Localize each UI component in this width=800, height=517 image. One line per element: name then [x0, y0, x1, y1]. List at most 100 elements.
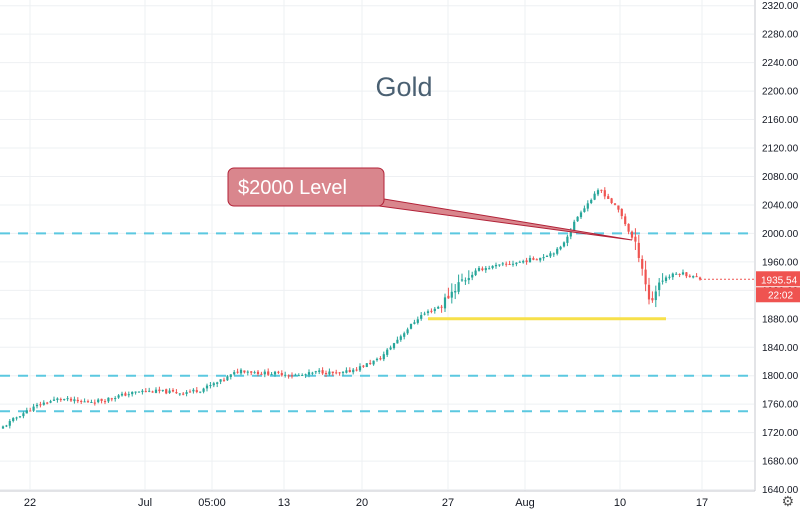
candle-body [481, 268, 484, 271]
candle-body [273, 371, 277, 375]
candle-body [32, 406, 35, 411]
candle-body [484, 268, 487, 271]
x-tick-label: Jul [138, 497, 152, 509]
candle-body [25, 410, 28, 414]
candle-body [314, 371, 317, 373]
candle-body [634, 236, 637, 242]
candle-body [627, 223, 630, 232]
candle-body [379, 358, 382, 360]
candle-body [457, 282, 460, 292]
candle-body [501, 263, 504, 265]
candle-body [301, 374, 304, 376]
candle-body [185, 392, 188, 394]
candle-body [86, 401, 90, 403]
candle-body [219, 379, 222, 382]
x-tick-label: 20 [356, 497, 368, 509]
candle-body [477, 267, 481, 271]
x-tick-label: 27 [442, 497, 454, 509]
candle-body [698, 277, 702, 280]
candle-body [630, 231, 634, 238]
candle-body [59, 399, 62, 401]
candle-body [695, 276, 698, 278]
candle-body [22, 413, 25, 417]
candle-body [202, 388, 205, 392]
y-tick-label: 1960.00 [762, 257, 799, 268]
candle-body [165, 389, 168, 394]
candle-body [426, 311, 430, 313]
candle-body [474, 270, 477, 276]
candle-body [600, 189, 603, 191]
y-tick-label: 2080.00 [762, 172, 799, 183]
candle-body [80, 400, 83, 402]
candle-body [270, 374, 273, 376]
candle-body [212, 383, 215, 386]
gear-icon[interactable]: ⚙ [781, 494, 794, 510]
candle-body [290, 375, 294, 377]
candle-body [335, 372, 338, 374]
candle-body [137, 391, 141, 393]
candle-body [49, 401, 52, 403]
y-tick-label: 1800.00 [762, 371, 799, 382]
candle-body [420, 315, 423, 319]
candle-body [8, 421, 11, 426]
candle-body [178, 393, 181, 395]
horizontal-levels [0, 232, 754, 413]
candle-body [375, 358, 379, 361]
candle-body [508, 264, 511, 266]
y-tick-label: 1640.00 [762, 485, 799, 496]
candle-body [675, 273, 678, 275]
candle-body [280, 373, 283, 376]
candle-body [450, 291, 453, 298]
candle-body [158, 389, 161, 392]
candle-body [331, 371, 334, 374]
candle-body [90, 401, 93, 403]
candle-body [362, 365, 365, 367]
candle-body [131, 391, 134, 395]
candle-body [29, 410, 32, 412]
candle-body [447, 295, 450, 299]
candle-body [243, 370, 246, 373]
candle-body [433, 308, 436, 312]
candle-body [678, 273, 681, 275]
candle-body [437, 306, 440, 309]
candle-body [83, 401, 86, 403]
y-tick-label: 2280.00 [762, 30, 799, 41]
candle-body [664, 277, 668, 281]
candle-body [522, 261, 525, 263]
candle-body [52, 399, 56, 401]
y-tick-label: 1840.00 [762, 343, 799, 354]
candle-body [100, 398, 103, 401]
candle-body [392, 343, 396, 349]
candle-body [263, 371, 266, 375]
candle-body [593, 193, 596, 200]
x-tick-label: 22 [24, 497, 36, 509]
candle-body [318, 370, 321, 372]
candle-body [423, 313, 426, 315]
candle-body [69, 398, 73, 401]
candle-body [93, 402, 96, 404]
countdown-label: 22:02 [768, 290, 793, 301]
candle-body [430, 310, 433, 312]
candle-body [454, 291, 457, 293]
candle-body [443, 297, 447, 309]
x-tick-label: 05:00 [198, 497, 226, 509]
candle-body [549, 253, 552, 257]
candle-body [671, 273, 674, 278]
candle-body [117, 395, 120, 398]
candle-body [35, 404, 39, 407]
candle-body [12, 418, 15, 422]
candle-body [76, 399, 79, 402]
candle-body [685, 272, 688, 277]
candle-body [284, 374, 287, 376]
candle-body [409, 323, 413, 329]
x-tick-label: 17 [696, 497, 708, 509]
candle-body [692, 276, 695, 278]
callout-box [227, 167, 385, 207]
candle-body [277, 371, 280, 373]
candle-body [324, 372, 328, 375]
y-tick-label: 2320.00 [762, 1, 799, 12]
candle-body [688, 275, 691, 277]
candle-body [124, 393, 127, 396]
candle-body [583, 208, 586, 212]
candle-body [596, 190, 600, 195]
